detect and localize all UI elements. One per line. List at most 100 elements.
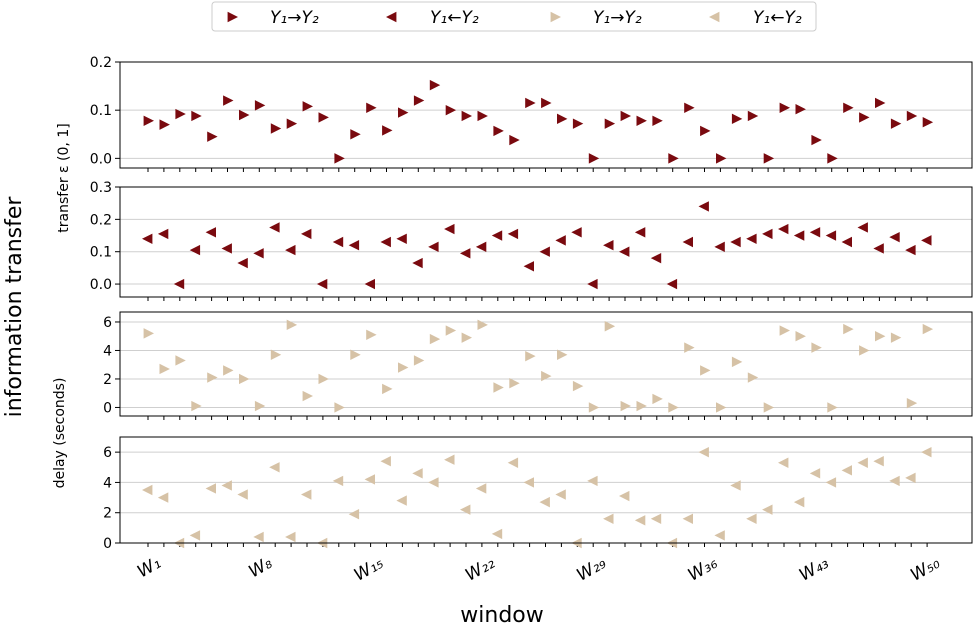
legend-marker [550, 11, 561, 23]
x-axis-label: window [460, 603, 543, 625]
data-point [269, 462, 280, 473]
data-point [491, 528, 503, 540]
data-point [254, 100, 266, 111]
data-point [239, 109, 250, 121]
data-point [698, 446, 709, 458]
data-point [875, 331, 886, 342]
panel-transfer-backward: 0.0 0.1 0.2 0.3 [90, 180, 973, 301]
data-point [619, 490, 630, 502]
y-tick-label: 0.2 [90, 55, 112, 71]
data-point [587, 475, 598, 487]
legend-label: Y₁→Y₂ [593, 8, 642, 28]
data-point [460, 248, 471, 259]
data-point [350, 349, 361, 360]
data-point [650, 252, 662, 264]
panel-frame [119, 436, 973, 544]
data-point [684, 342, 695, 353]
data-point [429, 333, 441, 345]
data-point [603, 240, 614, 251]
data-point [811, 134, 822, 146]
data-point [541, 370, 552, 382]
data-point [380, 236, 391, 248]
x-tick-label: W₂₂ [462, 553, 499, 586]
data-point [509, 378, 520, 389]
data-point [491, 230, 503, 241]
data-point [634, 227, 646, 238]
data-point [636, 115, 647, 126]
panel-delay-backward: 0 2 4 6 [103, 436, 973, 552]
data-point [223, 365, 234, 376]
data-point [237, 489, 248, 500]
data-point [859, 112, 870, 123]
data-point [189, 530, 201, 541]
data-point [493, 125, 504, 137]
data-point [366, 329, 377, 340]
data-point [332, 475, 344, 487]
data-point [825, 230, 837, 241]
data-point [285, 531, 296, 543]
y-tick-label: 0 [103, 536, 112, 552]
data-point [270, 349, 282, 360]
data-point [652, 115, 663, 126]
panels: 0.0 0.1 0.2 0.0 0.1 0.2 0.3 0 2 4 6 0 2 4 6 [90, 55, 973, 552]
data-point [507, 457, 519, 468]
data-point [778, 223, 789, 235]
data-point [557, 349, 568, 360]
data-point [301, 489, 312, 500]
data-point [555, 489, 566, 500]
data-point [191, 400, 202, 412]
data-point [445, 325, 457, 336]
y-tick-label: 6 [103, 315, 112, 331]
figure-y-label: information transfer [2, 196, 27, 418]
data-point [905, 244, 916, 256]
x-tick-label: W₂₉ [573, 553, 610, 586]
data-point [509, 134, 520, 146]
data-point [334, 153, 345, 164]
data-point [857, 222, 868, 233]
data-point [348, 240, 360, 251]
data-point [461, 332, 472, 343]
data-point [572, 380, 584, 392]
data-point [571, 227, 582, 238]
data-point [809, 468, 821, 479]
data-point [253, 248, 264, 259]
data-point [205, 483, 216, 494]
data-point [921, 446, 932, 458]
y-tick-label: 4 [103, 343, 112, 359]
x-axis: W₁ W₈ W₁₅ W₂₂ W₂₉ W₃₆ W₄₃ W₅₀ [134, 553, 944, 586]
data-point [921, 235, 932, 246]
data-point [890, 332, 902, 343]
data-point [668, 402, 679, 413]
x-tick-label: W₃₆ [685, 553, 722, 586]
data-point [396, 233, 407, 244]
data-point [316, 278, 328, 290]
data-point [795, 331, 806, 342]
data-point [159, 363, 170, 375]
data-point [475, 483, 487, 494]
data-point [714, 530, 725, 541]
data-point [843, 102, 854, 113]
data-point [157, 228, 169, 240]
data-point [191, 110, 202, 122]
data-point [827, 402, 838, 413]
data-point [682, 513, 693, 524]
data-point [795, 104, 806, 115]
data-point [843, 323, 854, 335]
data-point [587, 278, 598, 290]
data-point [668, 153, 679, 164]
data-point [523, 261, 534, 272]
data-point [747, 372, 759, 383]
data-point [382, 125, 393, 136]
data-point [525, 350, 536, 362]
data-point [809, 227, 821, 238]
data-point [825, 477, 837, 488]
x-tick-label: W₈ [245, 553, 276, 582]
data-point [779, 102, 790, 113]
data-point [428, 241, 439, 253]
data-point [682, 236, 693, 248]
data-point [779, 325, 790, 336]
data-point [253, 531, 264, 543]
data-point [762, 228, 773, 240]
data-point [889, 475, 900, 487]
